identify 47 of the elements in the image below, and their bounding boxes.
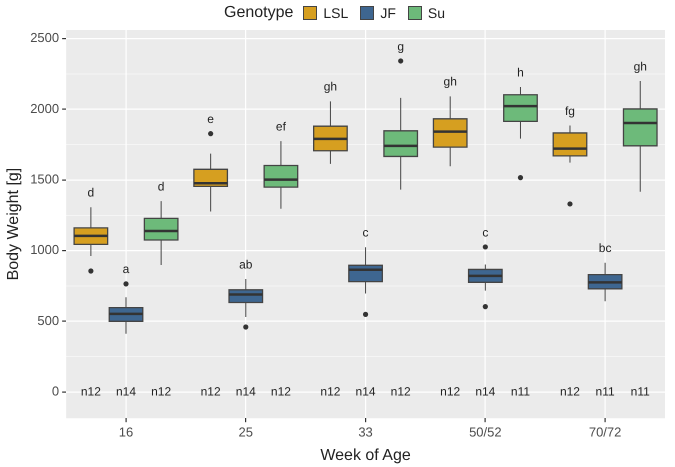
annotation: h <box>517 65 524 80</box>
annotation: ef <box>276 119 287 134</box>
annotation: ab <box>239 257 253 272</box>
legend-label: LSL <box>323 5 348 21</box>
annotation: gh <box>324 80 338 94</box>
annotation: a <box>122 262 130 276</box>
y-tick-label: 1000 <box>30 242 60 258</box>
annotation: n14 <box>116 384 136 399</box>
annotation: n12 <box>440 384 461 399</box>
legend-label: JF <box>380 5 396 21</box>
y-tick-label: 1500 <box>30 171 60 186</box>
annotation: c <box>362 226 369 240</box>
annotation: n12 <box>80 384 102 399</box>
annotation: gh <box>634 59 647 74</box>
annotation: c <box>482 225 488 240</box>
annotation: n12 <box>151 384 172 399</box>
x-tick-label: 25 <box>238 424 254 440</box>
x-tick-label: 50/52 <box>469 424 502 440</box>
y-tick-label: 2500 <box>30 30 60 46</box>
annotation: n12 <box>200 384 221 399</box>
x-axis-title: Week of Age <box>320 446 411 464</box>
annotation: n12 <box>560 384 580 399</box>
annotation: n14 <box>236 384 256 399</box>
annotation: n12 <box>270 384 292 399</box>
y-tick-label: 0 <box>52 384 60 399</box>
annotation: n11 <box>630 384 650 399</box>
legend-label: Su <box>428 5 445 21</box>
y-tick-label: 2000 <box>30 100 60 116</box>
annotation: d <box>158 179 164 194</box>
legend-title: Genotype <box>224 4 294 22</box>
annotation: fg <box>564 104 575 118</box>
annotation: n12 <box>390 384 412 399</box>
x-tick-label: 16 <box>118 424 134 440</box>
annotation: d <box>88 186 94 200</box>
annotation: g <box>397 39 404 54</box>
annotation: n14 <box>356 384 376 399</box>
x-tick-label: 70/72 <box>588 424 622 440</box>
annotation: gh <box>444 74 457 89</box>
annotation: e <box>207 112 214 126</box>
y-tick-label: 500 <box>37 312 60 328</box>
annotation: n11 <box>596 384 615 399</box>
annotation: bc <box>598 241 612 256</box>
x-tick-label: 33 <box>358 424 373 440</box>
y-axis-title: Body Weight [g] <box>5 168 22 280</box>
annotation: n11 <box>510 384 530 399</box>
annotation: n12 <box>320 384 341 399</box>
annotation: n14 <box>475 384 496 399</box>
